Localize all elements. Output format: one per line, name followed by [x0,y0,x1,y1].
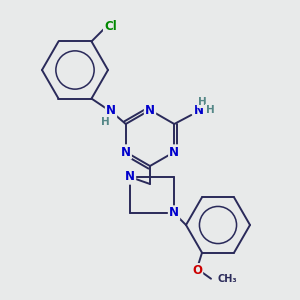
Text: N: N [145,103,155,116]
Text: H: H [100,117,109,127]
Text: N: N [169,146,179,158]
Text: H: H [198,97,207,107]
Text: N: N [194,104,204,118]
Text: N: N [169,206,179,220]
Text: H: H [206,105,214,115]
Text: Cl: Cl [104,20,117,33]
Text: O: O [192,264,202,277]
Text: CH₃: CH₃ [217,274,237,284]
Text: N: N [121,146,131,158]
Text: N: N [106,104,116,118]
Text: N: N [125,170,135,184]
